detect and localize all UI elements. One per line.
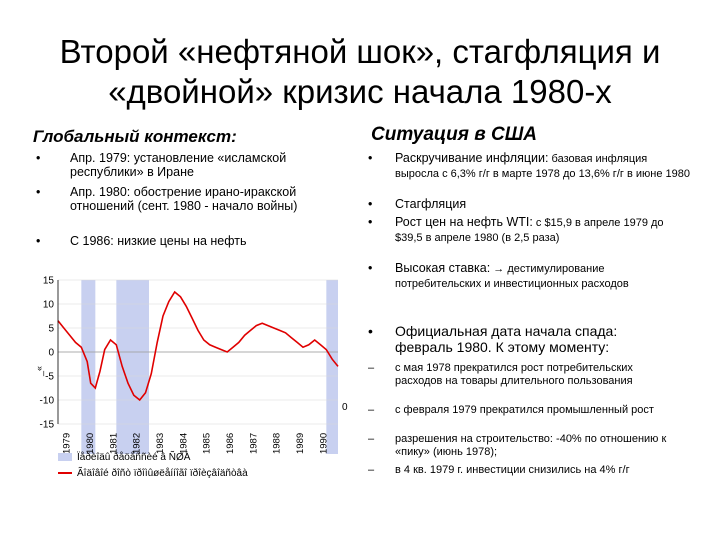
x-tick-label: 1985 <box>202 433 213 454</box>
x-tick-label: 1981 <box>108 433 119 454</box>
bullet-marker: • <box>368 215 373 229</box>
legend-swatch-production <box>58 472 72 475</box>
x-tick-label: 1986 <box>225 433 236 454</box>
right-bullet: • Рост цен на нефть WTI: с $15,9 в апрел… <box>368 215 693 245</box>
right-bullet: • Официальная дата начала спада: февраль… <box>368 323 668 355</box>
bullet-marker: • <box>36 234 41 248</box>
right-bullet-lead: Стагфляция <box>395 197 467 211</box>
left-bullet-text: Апр. 1979: установление «исламской респу… <box>70 151 287 179</box>
legend-label-recessions: Ïåðèîäû ðåöåññèé â ÑØÀ <box>77 452 191 463</box>
left-bullet: • Апр. 1980: обострение ирано-иракской о… <box>36 185 336 213</box>
x-tick-label: 1980 <box>85 433 96 454</box>
right-subitem-text: с февраля 1979 прекратился промышленный … <box>395 404 654 416</box>
x-tick-label: 1983 <box>155 433 166 454</box>
legend-label-production: Ãîäîâîé ðîñò ïðîìûøëåííîãî ïðîèçâîäñòâà <box>77 468 248 479</box>
x-tick-label: 1979 <box>62 433 73 454</box>
right-bullet-rest: → дестимулирование потребительских и инв… <box>395 263 629 290</box>
right-subitem-text: с мая 1978 прекратился рост потребительс… <box>395 362 633 387</box>
y-tick-label: -10 <box>40 396 55 407</box>
right-subitem: – с мая 1978 прекратился рост потребител… <box>368 362 668 387</box>
right-bullet-rest: базовая инфляция выросла с 6,3% г/г в ма… <box>395 153 690 180</box>
bullet-marker: • <box>36 185 41 199</box>
chart-axes: 15 10 5 0 -5 -10 -15 0 _« 1979 1980 1981 1982 1983 198… <box>34 276 348 455</box>
y-tick-label: -5 <box>45 372 54 383</box>
recession-band <box>116 280 149 454</box>
left-bullet-text: С 1986: низкие цены на нефть <box>70 234 247 248</box>
bullet-marker: • <box>368 151 373 165</box>
left-heading: Глобальный контекст: <box>33 127 237 146</box>
right-subitem: – разрешения на строительство: -40% по о… <box>368 433 668 458</box>
x-tick-label: 1989 <box>295 433 306 454</box>
dash-marker: – <box>368 404 375 416</box>
legend-swatch-recessions <box>58 453 72 462</box>
legend-item-recessions: Ïåðèîäû ðåöåññèé â ÑØÀ <box>58 452 190 463</box>
y-tick-label: 15 <box>43 276 55 287</box>
slide-title: Второй «нефтяной шок», стагфляция и «дво… <box>0 32 720 112</box>
right-bullet-lead: Раскручивание инфляции: <box>395 151 549 165</box>
left-bullet: • Апр. 1979: установление «исламской рес… <box>36 151 358 179</box>
bullet-marker: • <box>368 261 373 275</box>
right-heading: Ситуация в США <box>371 124 538 145</box>
right-bullet-lead: Официальная дата начала спада: февраль 1… <box>395 323 618 355</box>
series-line-production <box>57 290 339 402</box>
slide-title-line2: «двойной» кризис начала 1980-х <box>108 73 612 110</box>
x-tick-label: 1987 <box>248 433 259 454</box>
right-subitem: – в 4 кв. 1979 г. инвестиции снизились н… <box>368 464 668 477</box>
right-bullet: • Высокая ставка: → дестимулирование пот… <box>368 261 693 291</box>
y-tick-label: 0 <box>48 348 54 359</box>
right-subitem: – с февраля 1979 прекратился промышленны… <box>368 404 668 417</box>
x-tick-label: 1982 <box>132 433 143 454</box>
right-bullet-lead: Рост цен на нефть WTI: <box>395 215 533 229</box>
chart-gridlines <box>58 279 338 425</box>
left-bullet-text: Апр. 1980: обострение ирано-иракской отн… <box>70 185 298 213</box>
bullet-marker: • <box>36 151 41 165</box>
y-tick-label: -15 <box>40 420 55 431</box>
slide-title-line1: Второй «нефтяной шок», стагфляция и <box>59 33 661 70</box>
right-bullet-rest: с $15,9 в апреле 1979 до $39,5 в апреле … <box>395 217 664 244</box>
y2-tick-label: 0 <box>342 402 348 413</box>
dash-marker: – <box>368 362 375 374</box>
legend-item-production: Ãîäîâîé ðîñò ïðîìûøëåííîãî ïðîèçâîäñòâà <box>58 468 248 479</box>
dash-marker: – <box>368 464 375 476</box>
recession-band <box>326 280 338 454</box>
right-bullet: • Раскручивание инфляции: базовая инфляц… <box>368 151 693 181</box>
right-subitem-text: разрешения на строительство: -40% по отн… <box>395 433 667 458</box>
right-subitem-text: в 4 кв. 1979 г. инвестиции снизились на … <box>395 464 630 476</box>
x-tick-label: 1988 <box>272 433 283 454</box>
bullet-marker: • <box>368 323 373 339</box>
right-bullet: • Стагфляция <box>368 197 693 211</box>
dash-marker: – <box>368 433 375 445</box>
x-tick-label: 1984 <box>178 433 189 454</box>
industrial-production-chart: 15 10 5 0 -5 -10 -15 0 _« 1979 1980 1981 1982 1983 198… <box>34 276 348 455</box>
chart-series-line <box>57 290 339 402</box>
recession-bands <box>81 280 338 454</box>
y-tick-label: 5 <box>48 324 54 335</box>
left-bullet: • С 1986: низкие цены на нефть <box>36 234 336 248</box>
x-tick-label: 1990 <box>318 433 329 454</box>
right-bullet-lead: Высокая ставка: <box>395 261 491 275</box>
bullet-marker: • <box>368 197 373 211</box>
y-axis-label: _« <box>34 366 44 377</box>
y-tick-label: 10 <box>43 300 55 311</box>
